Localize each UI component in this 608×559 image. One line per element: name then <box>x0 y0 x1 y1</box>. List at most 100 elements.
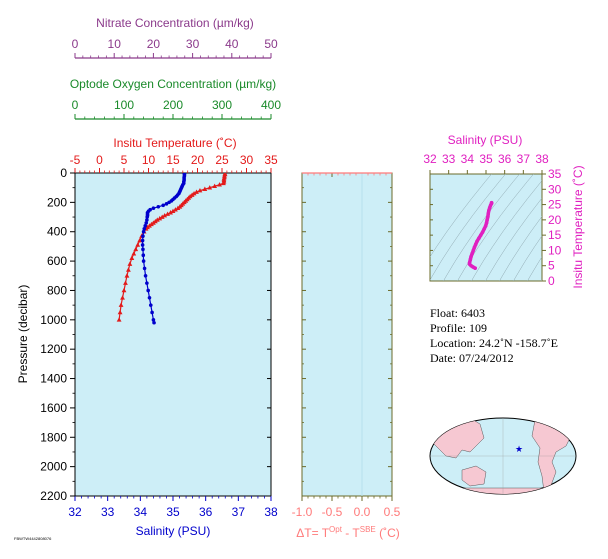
ts-point <box>471 248 476 253</box>
ts-temperature-axis-label: Insitu Temperature (˚C) <box>571 165 585 288</box>
temperature-point <box>168 210 173 215</box>
nitrate-axis: 0 10 20 30 40 50 <box>72 37 278 59</box>
salinity-tick-label: 34 <box>134 505 148 519</box>
ts-point <box>475 239 479 244</box>
ts-contour-line <box>485 197 542 281</box>
salinity-tick-label: 38 <box>264 505 278 519</box>
salinity-point <box>145 281 149 285</box>
salinity-point <box>140 243 145 247</box>
temperature-point <box>173 207 178 212</box>
salinity-point <box>141 247 145 252</box>
temperature-point <box>221 180 226 186</box>
ts-contour-line <box>457 174 534 281</box>
pressure-tick-label: 1000 <box>40 313 67 327</box>
temperature-point <box>135 242 141 247</box>
ts-y-tick-label: 10 <box>548 243 562 257</box>
temperature-point <box>217 182 222 187</box>
ts-contour-line <box>443 174 520 281</box>
salinity-tick-label: 33 <box>101 505 115 519</box>
pressure-tick-label: 800 <box>47 283 67 297</box>
ts-point <box>473 242 478 247</box>
salinity-point <box>141 229 146 234</box>
pressure-tick-label: 1800 <box>40 430 67 444</box>
main-series <box>116 173 228 325</box>
profile-date: Date: 07/24/2012 <box>430 351 514 365</box>
salinity-point <box>140 238 145 243</box>
ts-point <box>472 245 477 250</box>
salinity-point <box>145 215 149 219</box>
oxygen-axis: 0 100 200 300 400 <box>72 98 281 120</box>
ts-point <box>468 257 473 262</box>
ts-x-tick-label: 36 <box>498 152 512 166</box>
salinity-point <box>142 226 147 231</box>
salinity-point <box>161 203 165 208</box>
pressure-tick-label: 200 <box>47 195 67 209</box>
profile-number: Profile: 109 <box>430 321 487 335</box>
map-land-greenland <box>555 418 573 429</box>
pressure-tick-label: 1200 <box>40 342 67 356</box>
ts-point <box>477 236 481 240</box>
footnote-code: FBWTW4442808076 <box>14 536 52 541</box>
ts-contour-line <box>513 235 542 281</box>
temperature-point <box>116 317 122 322</box>
nitrateAxis-tick-label: 30 <box>186 37 200 51</box>
delta-tick-label: -0.5 <box>322 505 343 519</box>
temperature-tick-label: 10 <box>142 153 156 167</box>
ts-point <box>484 221 489 225</box>
ts-point <box>487 208 491 213</box>
temperature-point <box>175 205 181 211</box>
ts-contour-line <box>592 164 608 291</box>
ts-y-tick-label: 25 <box>548 198 562 212</box>
salinity-point <box>141 253 146 258</box>
pressure-tick-label: 2200 <box>40 489 67 503</box>
salinity-point <box>156 204 161 209</box>
temperature-tick-label: -5 <box>70 153 81 167</box>
temperature-tick-label: 25 <box>215 153 229 167</box>
world-map: ★ <box>429 417 577 495</box>
temperature-axis-title: Insitu Temperature (˚C) <box>113 136 236 150</box>
nitrateAxis-tick-label: 10 <box>108 37 122 51</box>
float-number: Float: 6403 <box>430 306 486 320</box>
pressure-tick-label: 1400 <box>40 372 67 386</box>
temperature-point <box>131 251 137 256</box>
oxygenAxis-tick-label: 0 <box>72 98 79 112</box>
temperature-point <box>162 212 168 218</box>
ts-series <box>467 200 494 270</box>
ts-point <box>486 215 490 219</box>
temperature-point <box>212 183 218 189</box>
map-land-antarctica <box>439 487 571 494</box>
temperature-point <box>194 189 199 194</box>
ts-contour-line <box>499 215 542 281</box>
ts-x-tick-label: 38 <box>535 152 549 166</box>
delta-plot-area <box>301 172 393 497</box>
temperature-point <box>165 211 171 216</box>
ts-contour-line <box>471 180 542 281</box>
pressure-tick-label: 1600 <box>40 401 67 415</box>
salinity-point <box>145 218 149 222</box>
salinity-point <box>143 224 148 228</box>
salinity-point <box>143 273 148 278</box>
ts-y-tick-label: 30 <box>548 182 562 196</box>
ts-y-tick-label: 15 <box>548 228 562 242</box>
salinity-point <box>146 288 150 293</box>
salinity-tick-label: 36 <box>199 505 213 519</box>
ts-point <box>485 218 489 222</box>
temperature-point <box>127 261 133 266</box>
ts-point <box>473 266 477 270</box>
main-plot-area <box>74 172 272 497</box>
nitrateAxis-tick-label: 50 <box>264 37 278 51</box>
salinity-point <box>142 266 147 271</box>
salinity-point <box>151 206 156 211</box>
ts-contour-line <box>527 256 542 281</box>
ts-x-tick-label: 37 <box>517 152 531 166</box>
oxygenAxis-tick-label: 200 <box>163 98 183 112</box>
temperature-point <box>202 186 208 191</box>
float-location-marker: ★ <box>515 445 523 455</box>
temperature-point <box>117 309 123 315</box>
nitrateAxis-tick-label: 40 <box>225 37 239 51</box>
salinity-point <box>141 259 146 263</box>
temperature-tick-label: 15 <box>166 153 180 167</box>
delta-axes: -1.0 -0.5 0.0 0.5 <box>292 172 401 519</box>
salinity-point <box>148 303 153 307</box>
